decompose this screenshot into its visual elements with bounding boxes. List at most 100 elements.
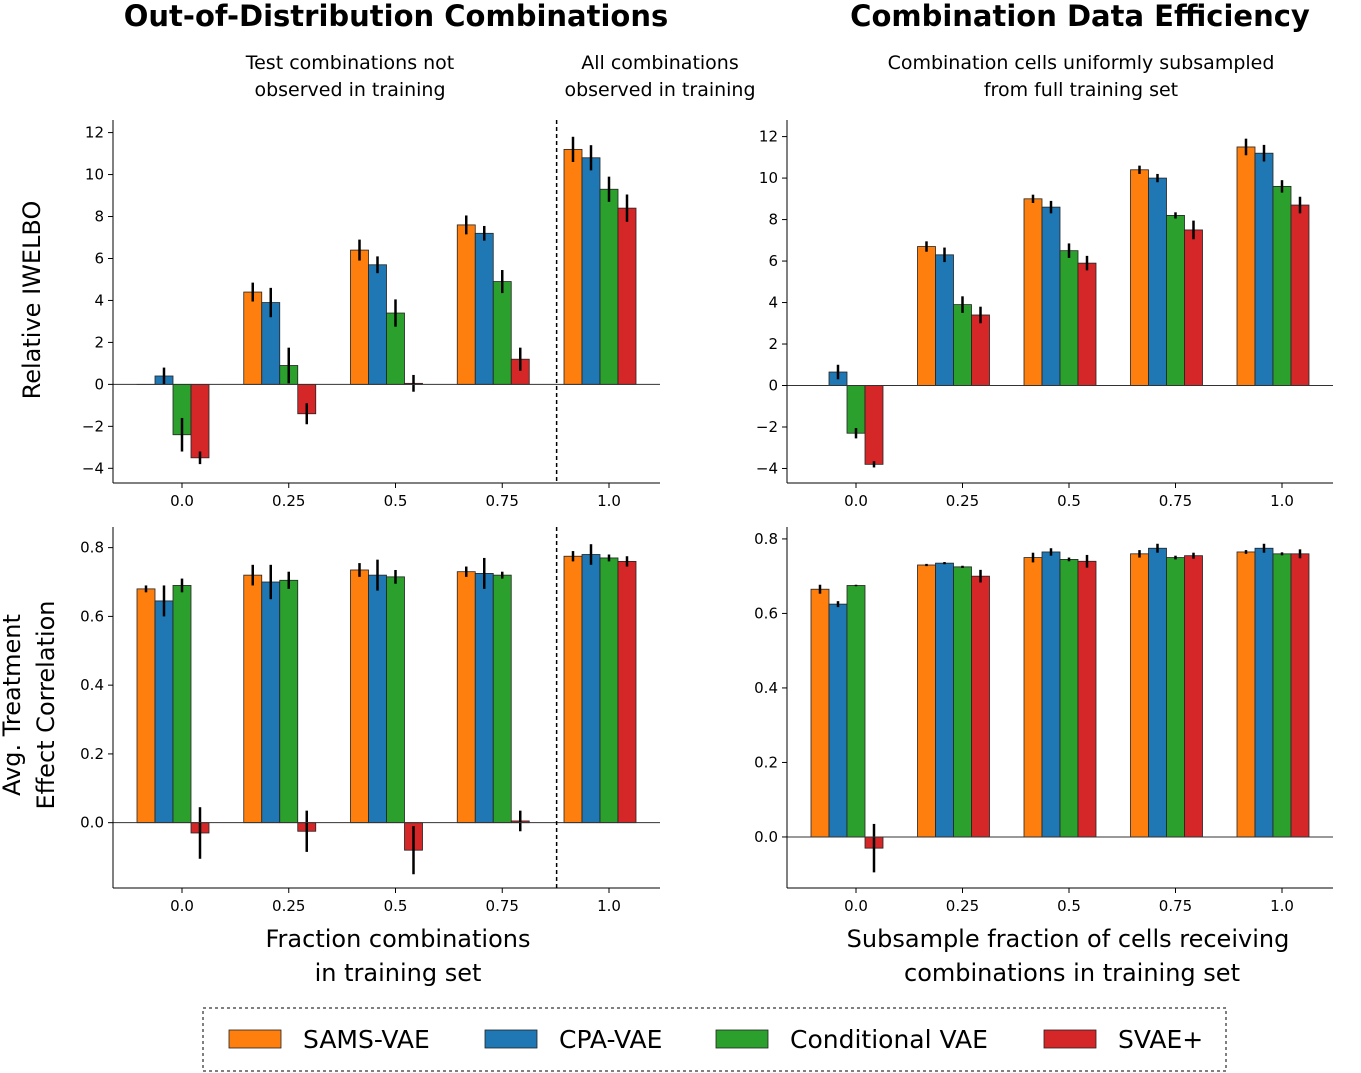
x-tick-label: 0.5 bbox=[384, 897, 408, 915]
bar-sams-vae-0.5 bbox=[1023, 557, 1043, 838]
bar-cpa-vae-1.0 bbox=[1254, 547, 1274, 838]
x-tick-label: 0.75 bbox=[486, 897, 519, 915]
y-tick-label: 0.8 bbox=[80, 539, 104, 557]
y-tick-label: 0.6 bbox=[80, 607, 104, 625]
bar-conditional-vae-0.0 bbox=[172, 585, 192, 824]
bar-svae--0.75 bbox=[1184, 555, 1203, 838]
bar-cpa-vae-0.5 bbox=[368, 264, 387, 385]
x-tick-label: 0.25 bbox=[946, 897, 979, 915]
bar-svae--1.0 bbox=[1290, 204, 1310, 386]
bar-conditional-vae-0.25 bbox=[953, 304, 972, 386]
bar-sams-vae-0.0 bbox=[136, 588, 156, 824]
bar-cpa-vae-0.75 bbox=[1148, 177, 1167, 386]
y-tick-label: −4 bbox=[82, 459, 104, 477]
bar-sams-vae-1.0 bbox=[563, 148, 583, 385]
x-tick-label: 0.0 bbox=[170, 897, 194, 915]
y-tick-label: 0.0 bbox=[80, 814, 104, 832]
bar-sams-vae-0.75 bbox=[456, 571, 476, 824]
x-tick-label: 0.75 bbox=[1159, 897, 1192, 915]
bar-conditional-vae-0.0 bbox=[846, 585, 866, 838]
y-tick-label: 12 bbox=[759, 128, 778, 146]
bar-cpa-vae-1.0 bbox=[581, 157, 601, 385]
bottom-left-xlabel-line2: in training set bbox=[315, 959, 482, 987]
legend-label: SAMS-VAE bbox=[303, 1025, 430, 1054]
x-tick-label: 1.0 bbox=[1270, 492, 1294, 510]
bar-conditional-vae-0.25 bbox=[953, 566, 972, 838]
left-subtitle-b-line2: observed in training bbox=[564, 79, 755, 101]
bar-cpa-vae-0.5 bbox=[368, 574, 387, 824]
legend-swatch bbox=[1043, 1029, 1097, 1049]
bar-svae--0.25 bbox=[971, 575, 990, 838]
y-tick-label: 0.0 bbox=[754, 828, 778, 846]
bottom-ylabel-line2: Effect Correlation bbox=[32, 600, 60, 809]
bar-conditional-vae-0.75 bbox=[492, 574, 512, 824]
bar-svae--0.5 bbox=[1077, 560, 1097, 838]
legend-item-cpa-vae: CPA-VAE bbox=[484, 1025, 662, 1054]
bar-svae--0.75 bbox=[1184, 229, 1203, 386]
x-tick-label: 1.0 bbox=[1270, 897, 1294, 915]
bar-sams-vae-0.25 bbox=[243, 291, 263, 385]
y-tick-label: 6 bbox=[94, 249, 104, 267]
left-subtitle-a-line1: Test combinations not bbox=[245, 52, 455, 74]
x-tick-label: 0.25 bbox=[946, 492, 979, 510]
legend-frame bbox=[202, 1007, 1227, 1072]
bar-conditional-vae-0.5 bbox=[1059, 250, 1079, 386]
bar-conditional-vae-0.25 bbox=[279, 579, 299, 824]
legend-item-conditional-vae: Conditional VAE bbox=[715, 1025, 988, 1054]
bar-sams-vae-0.0 bbox=[810, 588, 830, 838]
bar-svae--0.25 bbox=[971, 314, 990, 386]
bar-sams-vae-0.25 bbox=[917, 246, 936, 386]
bar-cpa-vae-0.25 bbox=[935, 254, 954, 386]
y-tick-label: 10 bbox=[85, 166, 104, 184]
y-tick-label: 0.2 bbox=[80, 745, 104, 763]
left-title: Out-of-Distribution Combinations bbox=[124, 0, 669, 33]
bar-cpa-vae-0.75 bbox=[474, 232, 494, 385]
bar-cpa-vae-0.25 bbox=[935, 562, 954, 838]
bar-conditional-vae-0.75 bbox=[492, 281, 512, 385]
bar-conditional-vae-1.0 bbox=[1272, 185, 1292, 386]
y-tick-label: 0.8 bbox=[754, 530, 778, 548]
y-tick-label: 2 bbox=[94, 333, 104, 351]
bar-conditional-vae-0.5 bbox=[386, 576, 405, 824]
y-tick-label: 0.4 bbox=[754, 679, 778, 697]
y-tick-label: 6 bbox=[768, 252, 778, 270]
y-tick-label: 0.2 bbox=[754, 753, 778, 771]
left-subtitle-a-line2: observed in training bbox=[254, 79, 445, 101]
bar-svae--1.0 bbox=[617, 560, 637, 824]
bar-conditional-vae-1.0 bbox=[1272, 553, 1292, 838]
bar-sams-vae-0.5 bbox=[350, 569, 369, 824]
bar-svae--0.0 bbox=[864, 385, 884, 465]
x-tick-label: 0.0 bbox=[844, 492, 868, 510]
y-tick-label: −4 bbox=[756, 459, 778, 477]
top-ylabel: Relative IWELBO bbox=[18, 201, 46, 400]
legend: SAMS-VAE CPA-VAE Conditional VAE SVAE+ bbox=[202, 1007, 1227, 1072]
y-tick-label: 2 bbox=[768, 335, 778, 353]
x-tick-label: 0.5 bbox=[384, 492, 408, 510]
legend-label: SVAE+ bbox=[1118, 1025, 1203, 1054]
bottom-right-xlabel-line2: combinations in training set bbox=[904, 959, 1240, 987]
panel-top-left: −4 −2 0 2 4 6 8 10 12 0.0 0.25 0.5 0.75 1.0 bbox=[82, 120, 660, 510]
bar-sams-vae-0.5 bbox=[1023, 198, 1043, 386]
bar-cpa-vae-0.5 bbox=[1041, 551, 1061, 838]
x-tick-label: 1.0 bbox=[597, 897, 621, 915]
y-tick-label: 4 bbox=[94, 291, 104, 309]
legend-item-svae-: SVAE+ bbox=[1043, 1025, 1203, 1054]
x-tick-label: 0.5 bbox=[1057, 897, 1081, 915]
panel-bottom-right: 0.0 0.2 0.4 0.6 0.8 0.0 0.25 0.5 0.75 1.0 bbox=[754, 527, 1333, 915]
x-tick-label: 0.5 bbox=[1057, 492, 1081, 510]
bar-cpa-vae-0.5 bbox=[1041, 206, 1061, 386]
left-subtitle-b-line1: All combinations bbox=[581, 52, 739, 74]
legend-item-sams-vae: SAMS-VAE bbox=[228, 1025, 430, 1054]
x-tick-label: 0.75 bbox=[1159, 492, 1192, 510]
bar-conditional-vae-0.5 bbox=[1059, 559, 1079, 838]
bar-sams-vae-1.0 bbox=[563, 555, 583, 824]
y-tick-label: −2 bbox=[756, 418, 778, 436]
x-tick-label: 0.0 bbox=[170, 492, 194, 510]
y-tick-label: 8 bbox=[768, 211, 778, 229]
bar-conditional-vae-0.75 bbox=[1166, 557, 1185, 838]
x-tick-label: 0.0 bbox=[844, 897, 868, 915]
bar-sams-vae-1.0 bbox=[1236, 551, 1256, 838]
panel-bottom-left: 0.0 0.2 0.4 0.6 0.8 0.0 0.25 0.5 0.75 1.0 bbox=[80, 527, 660, 915]
x-tick-label: 1.0 bbox=[597, 492, 621, 510]
